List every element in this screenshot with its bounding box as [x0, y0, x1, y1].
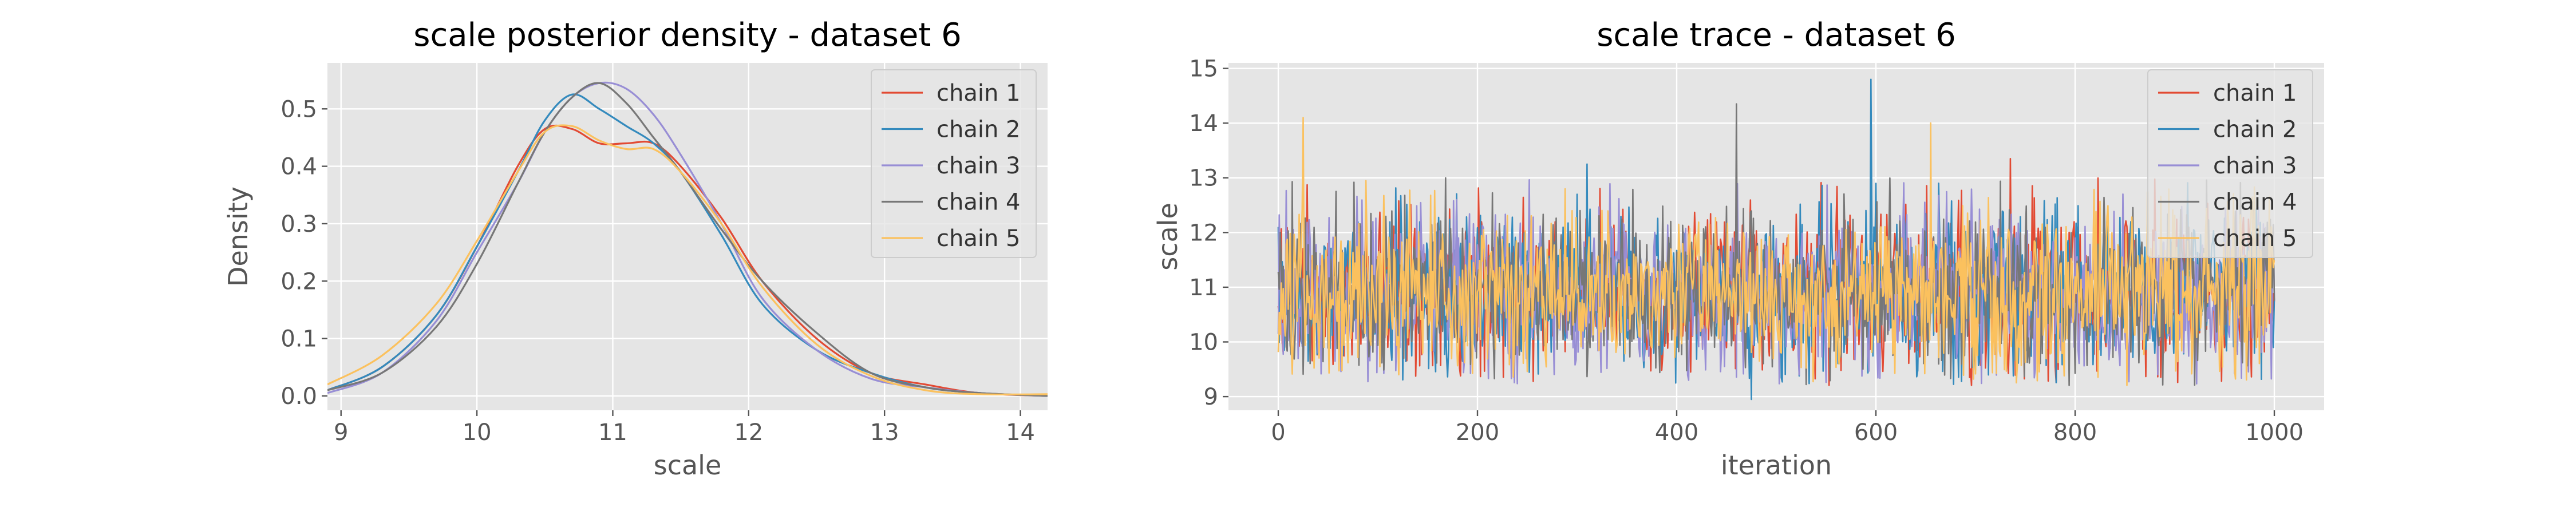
- x-tick-label: 800: [2053, 419, 2097, 446]
- legend-label: chain 2: [937, 117, 1020, 143]
- x-tick-label: 200: [1456, 419, 1499, 446]
- x-tick-label: 13: [870, 419, 899, 446]
- x-tick-label: 9: [334, 419, 348, 446]
- legend-label: chain 4: [2213, 189, 2297, 216]
- density-chart-xlabel: scale: [654, 450, 722, 481]
- legend-label: chain 5: [2213, 225, 2297, 252]
- legend: chain 1 chain 2 chain 3 chain 4 chain 5: [871, 69, 1037, 258]
- legend-label: chain 5: [937, 225, 1020, 252]
- legend-label: chain 1: [2213, 80, 2297, 106]
- y-tick-label: 0.1: [280, 326, 317, 352]
- y-tick-label: 0.5: [280, 96, 317, 122]
- trace-chart-title: scale trace - dataset 6: [1597, 17, 1956, 54]
- density-chart-ylabel: Density: [223, 187, 254, 287]
- y-tick-label: 0.3: [280, 211, 317, 237]
- x-tick-label: 600: [1854, 419, 1898, 446]
- y-tick-label: 12: [1189, 220, 1218, 246]
- series-lines: [327, 81, 1048, 397]
- density-line-4: [327, 82, 1048, 397]
- legend-label: chain 3: [937, 153, 1020, 179]
- y-tick-label: 0.2: [280, 268, 317, 295]
- density-chart-title: scale posterior density - dataset 6: [413, 17, 961, 54]
- y-tick-label: 15: [1189, 56, 1218, 82]
- y-tick-label: 9: [1204, 384, 1218, 410]
- y-tick-label: 13: [1189, 165, 1218, 192]
- x-tick-label: 12: [734, 419, 763, 446]
- x-tick-label: 400: [1655, 419, 1698, 446]
- x-tick-label: 14: [1006, 419, 1035, 446]
- trace-chart-xlabel: iteration: [1721, 450, 1832, 481]
- y-tick-label: 10: [1189, 330, 1218, 356]
- y-tick-label: 0.4: [280, 154, 317, 180]
- trace-line-5: [1277, 117, 2275, 386]
- trace-chart-ylabel: scale: [1152, 203, 1183, 271]
- legend: chain 1 chain 2 chain 3 chain 4 chain 5: [2147, 69, 2313, 258]
- legend-label: chain 3: [2213, 153, 2297, 179]
- y-tick-label: 14: [1189, 110, 1218, 137]
- trace-chart: scale trace - dataset 6 iteration scale …: [1152, 17, 2324, 481]
- legend-label: chain 4: [937, 189, 1020, 216]
- x-tick-label: 10: [463, 419, 492, 446]
- x-tick-label: 11: [598, 419, 627, 446]
- x-tick-label: 0: [1271, 419, 1285, 446]
- x-tick-label: 1000: [2245, 419, 2304, 446]
- density-chart: scale posterior density - dataset 6 scal…: [223, 17, 1048, 481]
- series-lines: [1277, 78, 2275, 401]
- y-tick-label: 0.0: [280, 383, 317, 410]
- density-line-3: [327, 81, 1048, 397]
- legend-label: chain 1: [937, 80, 1020, 106]
- legend-label: chain 2: [2213, 117, 2297, 143]
- density-line-5: [327, 124, 1048, 396]
- y-tick-label: 11: [1189, 275, 1218, 301]
